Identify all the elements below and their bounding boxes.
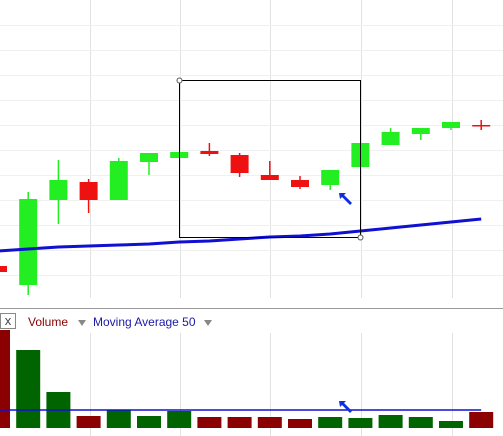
handle[interactable] bbox=[176, 77, 183, 84]
candle-body bbox=[442, 122, 460, 128]
volume-bar bbox=[348, 418, 373, 428]
candle-body bbox=[230, 155, 249, 173]
handle[interactable] bbox=[357, 234, 364, 241]
volume-bar bbox=[227, 417, 252, 428]
moving-average-line bbox=[0, 217, 482, 253]
close-label[interactable]: x bbox=[5, 313, 12, 328]
candle-body bbox=[291, 180, 309, 187]
candle-body bbox=[200, 151, 219, 154]
volume-bar bbox=[288, 419, 312, 428]
volume-bar bbox=[469, 412, 494, 428]
volume-bar bbox=[408, 417, 433, 428]
candle-body bbox=[109, 161, 128, 200]
cursor-arrow bbox=[339, 193, 352, 205]
candle-body bbox=[19, 199, 38, 285]
candle-body bbox=[79, 182, 98, 200]
volume-bar bbox=[318, 417, 343, 428]
volume-bar bbox=[137, 416, 161, 428]
volume-bar bbox=[106, 410, 131, 428]
close-button[interactable] bbox=[0, 313, 16, 329]
volume-bar bbox=[167, 411, 192, 428]
dropdown-arrow[interactable] bbox=[204, 320, 212, 326]
volume-bar bbox=[197, 417, 222, 428]
cursor-arrow bbox=[339, 401, 352, 413]
candle-body bbox=[381, 132, 400, 145]
candle-body bbox=[140, 153, 158, 162]
candle-body bbox=[0, 266, 7, 272]
legend-ma: Moving Average 50 bbox=[93, 315, 196, 329]
selection-box bbox=[179, 80, 361, 238]
legend-volume: Volume bbox=[28, 315, 68, 329]
candle-body bbox=[260, 175, 279, 180]
candle-body bbox=[49, 180, 68, 200]
volume-bar bbox=[76, 416, 101, 428]
volume-bar bbox=[16, 350, 41, 428]
volume-bar bbox=[439, 421, 463, 428]
candle-body bbox=[472, 125, 491, 127]
candle-body bbox=[411, 128, 430, 134]
dropdown-arrow[interactable] bbox=[78, 320, 86, 326]
volume-bar bbox=[0, 330, 10, 428]
volume-bar bbox=[378, 415, 403, 428]
volume-bar bbox=[257, 417, 282, 428]
candle-body bbox=[321, 170, 340, 185]
